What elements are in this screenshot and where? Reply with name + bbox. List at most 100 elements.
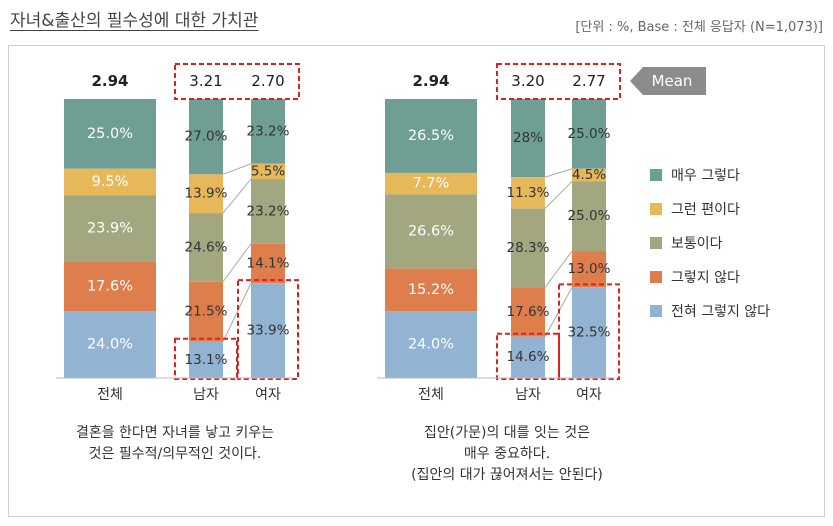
connector-line — [222, 282, 252, 342]
chart-note: (집안의 대가 끊어져서는 안된다) — [411, 467, 603, 483]
bar-segment — [385, 172, 477, 195]
legend-swatch — [650, 305, 662, 317]
female-highlight-box — [558, 283, 620, 381]
data-label: 24.0% — [87, 337, 133, 353]
category-label: 남자 — [515, 387, 541, 403]
bar-segment — [189, 281, 223, 342]
bar-segment — [189, 341, 223, 379]
legend-label: 전혀 그렇지 않다 — [671, 304, 770, 320]
bar-segment — [251, 99, 285, 164]
mean-value: 3.21 — [189, 72, 222, 90]
data-label: 28.3% — [507, 240, 550, 256]
bar-segment — [511, 208, 545, 288]
category-label: 전체 — [97, 387, 123, 403]
category-label: 전체 — [418, 387, 444, 403]
connector-line — [222, 163, 252, 175]
bar-segment — [251, 243, 285, 284]
chart-frame — [8, 45, 825, 517]
bar-segment — [251, 283, 285, 378]
legend-label: 매우 그렇다 — [671, 168, 740, 184]
mean-value: 2.94 — [91, 72, 128, 90]
category-label: 여자 — [576, 387, 602, 403]
connector-line — [544, 168, 573, 178]
data-label: 13.1% — [185, 352, 228, 368]
data-label: 26.6% — [408, 224, 454, 240]
bar-segment — [511, 287, 545, 337]
data-label: 13.0% — [568, 261, 611, 277]
bar-segment — [572, 181, 606, 252]
bar-segment — [572, 251, 606, 288]
bar-segment — [572, 99, 606, 169]
mean-highlight-box — [174, 63, 300, 100]
legend-swatch — [650, 271, 662, 283]
category-label: 여자 — [255, 387, 281, 403]
bar-segment — [511, 336, 545, 378]
data-label: 13.9% — [185, 186, 228, 202]
chart-note: 집안(가문)의 대를 잇는 것은 — [424, 425, 590, 441]
connector-line — [544, 250, 573, 288]
data-label: 26.5% — [408, 128, 454, 144]
data-label: 9.5% — [92, 174, 129, 190]
data-label: 24.0% — [408, 337, 454, 353]
male-highlight-box — [496, 332, 560, 381]
data-label: 27.0% — [185, 129, 228, 145]
bar-segment — [64, 168, 156, 196]
mean-tag-label: Mean — [652, 72, 693, 90]
mean-highlight-box — [496, 63, 621, 100]
chart-note: 것은 필수적/의무적인 것이다. — [89, 446, 262, 462]
bar-segment — [385, 268, 477, 312]
category-label: 남자 — [193, 387, 219, 403]
legend-label: 그런 편이다 — [671, 202, 740, 218]
bar-segment — [64, 195, 156, 262]
connector-line — [222, 243, 252, 283]
mean-value: 3.20 — [511, 72, 544, 90]
mean-value: 2.94 — [412, 72, 449, 90]
bar-segment — [189, 213, 223, 282]
data-label: 14.1% — [247, 255, 290, 271]
bar-segment — [511, 99, 545, 178]
mean-value: 2.70 — [251, 72, 284, 90]
data-label: 32.5% — [568, 325, 611, 341]
legend-swatch — [650, 237, 662, 249]
bar-segment — [385, 99, 477, 173]
mean-tag — [630, 67, 706, 95]
data-label: 23.2% — [247, 123, 290, 139]
legend-label: 그렇지 않다 — [671, 270, 740, 286]
data-label: 17.6% — [507, 304, 550, 320]
data-label: 4.5% — [572, 167, 606, 183]
bar-segment — [64, 311, 156, 378]
data-label: 24.6% — [185, 239, 228, 255]
bar-segment — [64, 261, 156, 312]
male-highlight-box — [174, 337, 238, 381]
bar-segment — [511, 177, 545, 209]
data-label: 14.6% — [507, 349, 550, 365]
connector-line — [544, 180, 573, 209]
legend-swatch — [650, 203, 662, 215]
legend-label: 보통이다 — [671, 236, 723, 252]
bar-segment — [251, 163, 285, 180]
legend-swatch — [650, 169, 662, 181]
chart-note: 매우 중요하다. — [464, 446, 550, 462]
bar-segment — [189, 99, 223, 175]
data-label: 25.0% — [568, 208, 611, 224]
unit-note: [단위 : %, Base : 전체 응답자 (N=1,073)] — [575, 20, 823, 35]
bar-segment — [64, 99, 156, 169]
data-label: 21.5% — [185, 304, 228, 320]
data-label: 5.5% — [251, 163, 285, 179]
data-label: 28% — [513, 130, 543, 146]
bar-segment — [572, 168, 606, 182]
data-label: 23.2% — [247, 203, 290, 219]
data-label: 25.0% — [568, 126, 611, 142]
chart-note: 결혼을 한다면 자녀를 낳고 키우는 — [76, 425, 274, 441]
bar-segment — [385, 311, 477, 378]
mean-value: 2.77 — [572, 72, 605, 90]
data-label: 15.2% — [408, 282, 454, 298]
data-label: 17.6% — [87, 278, 133, 294]
data-label: 7.7% — [413, 176, 450, 192]
bar-segment — [251, 179, 285, 244]
bar-segment — [385, 194, 477, 269]
data-label: 33.9% — [247, 322, 290, 338]
bar-segment — [189, 174, 223, 214]
